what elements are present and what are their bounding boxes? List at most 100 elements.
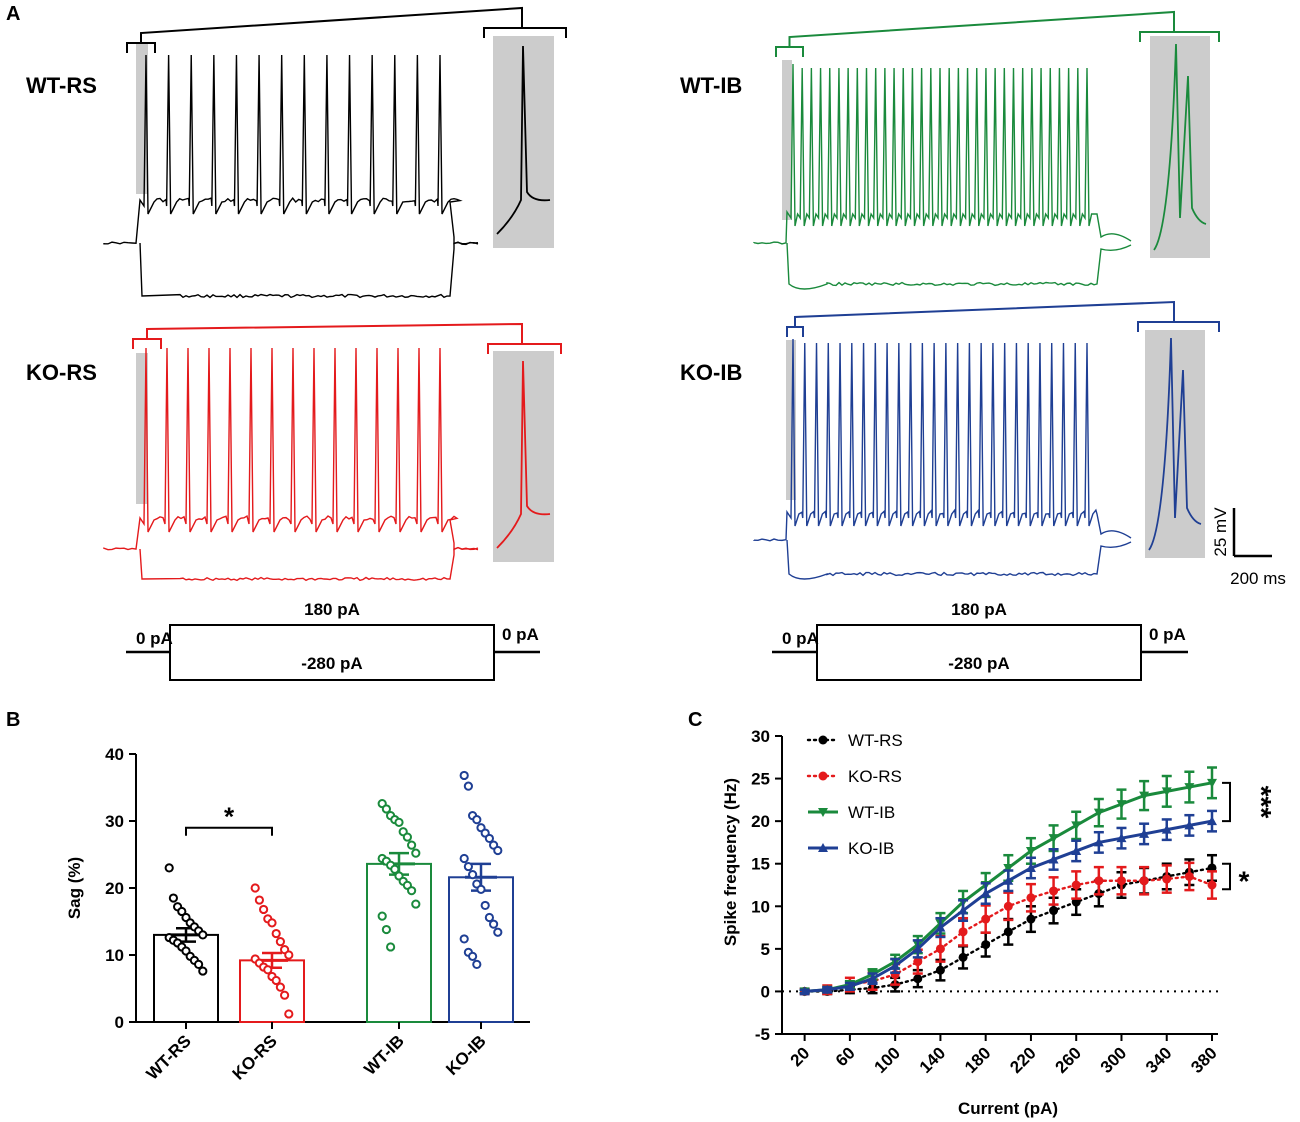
bracket-inset-target: [1137, 321, 1220, 332]
data-point: [1025, 862, 1036, 872]
data-point: [259, 904, 269, 915]
protocol-step-up-label: 180 pA: [951, 600, 1007, 619]
panel-c-xtick-label: 380: [1187, 1043, 1220, 1076]
legend-marker: [818, 843, 828, 852]
data-point: [164, 863, 174, 873]
data-point: [284, 950, 294, 960]
trace-label-ko-rs: KO-RS: [26, 360, 97, 385]
trace-label-ko-ib: KO-IB: [680, 360, 742, 385]
data-point: [1071, 880, 1081, 890]
data-point: [1094, 876, 1104, 886]
data-point: [390, 864, 400, 874]
data-point: [484, 912, 494, 923]
data-point: [1207, 880, 1217, 890]
data-point: [411, 899, 421, 909]
data-point: [493, 845, 503, 856]
panel-b-xtick-label: WT-RS: [143, 1031, 195, 1083]
data-point: [935, 944, 945, 954]
trace-ko-ib: [753, 300, 1220, 580]
data-point: [1161, 787, 1172, 797]
data-point: [263, 965, 273, 975]
data-point: [394, 817, 404, 827]
trace-highlight: [782, 60, 792, 220]
data-point: [1003, 863, 1014, 873]
data-point: [275, 937, 285, 947]
panel-c-ytick-label: 20: [751, 812, 770, 831]
data-point: [198, 966, 208, 976]
panel-c-ytick-label: -5: [755, 1025, 770, 1044]
data-point: [1184, 783, 1195, 793]
panel-b-xtick-label: KO-RS: [229, 1031, 281, 1083]
data-point: [799, 986, 810, 996]
panel-b-ytick-label: 20: [105, 879, 124, 898]
panel-c-xtick-label: 20: [787, 1043, 814, 1070]
data-point: [472, 815, 482, 825]
trace-label-wt-ib: WT-IB: [680, 73, 742, 98]
panel-c-xtick-label: 140: [916, 1043, 949, 1076]
significance-bracket: [185, 826, 273, 836]
data-point: [1071, 821, 1082, 831]
data-point: [958, 927, 968, 937]
panel-b-ytick-label: 40: [105, 745, 124, 764]
stimulus-protocol-left: 180 pA -280 pA 0 pA 0 pA: [126, 600, 540, 681]
data-point: [935, 922, 946, 932]
bracket-inset-target: [1139, 31, 1220, 42]
inset-highlight: [1150, 36, 1210, 258]
panel-label-b: B: [6, 709, 20, 731]
data-point: [958, 952, 968, 962]
data-point: [271, 975, 281, 986]
data-point: [980, 888, 991, 898]
data-point: [1025, 846, 1036, 856]
stimulus-protocol-right: 180 pA -280 pA 0 pA 0 pA: [772, 600, 1188, 681]
data-point: [407, 840, 417, 850]
bracket-connector: [146, 322, 523, 344]
data-point: [1139, 876, 1149, 886]
inset-spike-trace: [496, 360, 551, 549]
data-point: [271, 928, 281, 939]
protocol-baseline-left-label: 0 pA: [136, 629, 173, 648]
panel-label-c: C: [688, 709, 702, 731]
panel-c-xtick-label: 340: [1142, 1043, 1175, 1076]
data-point: [381, 804, 391, 814]
bracket-inset-source: [132, 338, 162, 349]
panel-c-ytick-label: 5: [761, 940, 770, 959]
panel-c-xtick-label: 180: [961, 1043, 994, 1076]
data-point: [913, 957, 923, 967]
data-point: [1026, 893, 1036, 903]
bracket-inset-source: [775, 46, 804, 57]
data-point: [1048, 854, 1059, 864]
legend-label: KO-RS: [848, 767, 902, 786]
bracket-connector: [794, 300, 1175, 327]
bar-ko-ib: [448, 876, 514, 1024]
data-point: [463, 781, 473, 791]
inset-highlight: [1145, 330, 1205, 558]
data-point: [1116, 800, 1127, 810]
data-point: [1207, 778, 1217, 788]
bracket-inset-source: [786, 326, 804, 337]
panel-b-ylabel: Sag (%): [65, 857, 84, 919]
significance-label-ib: ***: [1246, 786, 1277, 819]
data-point: [1162, 874, 1172, 884]
scale-bar-voltage: 25 mV: [1211, 507, 1230, 557]
data-point: [1093, 808, 1104, 818]
significance-label: *: [224, 802, 235, 832]
data-point: [267, 918, 277, 928]
panel-b-ytick-label: 0: [115, 1013, 124, 1032]
data-point: [275, 982, 285, 992]
data-point: [1184, 820, 1195, 830]
trace-depolarizing: [103, 54, 479, 246]
legend-label: KO-IB: [848, 839, 894, 858]
legend: WT-RS KO-RS WT-IB KO-IB: [806, 731, 903, 858]
panel-c-frequency-chart: -5 0 5 10 15 20 25 30 20 60 100 140 180 220 260 300 340 3…: [751, 727, 1277, 1077]
data-point: [1003, 875, 1014, 885]
panel-c-ytick-label: 10: [751, 897, 770, 916]
data-point: [1139, 828, 1150, 838]
inset-spike-trace: [496, 45, 551, 235]
data-point: [1207, 816, 1217, 826]
data-point: [913, 974, 923, 984]
data-point: [411, 848, 421, 858]
data-point: [459, 934, 469, 944]
data-point: [1116, 876, 1126, 886]
data-point: [1093, 837, 1104, 847]
significance-bracket-rs: [1222, 862, 1231, 891]
